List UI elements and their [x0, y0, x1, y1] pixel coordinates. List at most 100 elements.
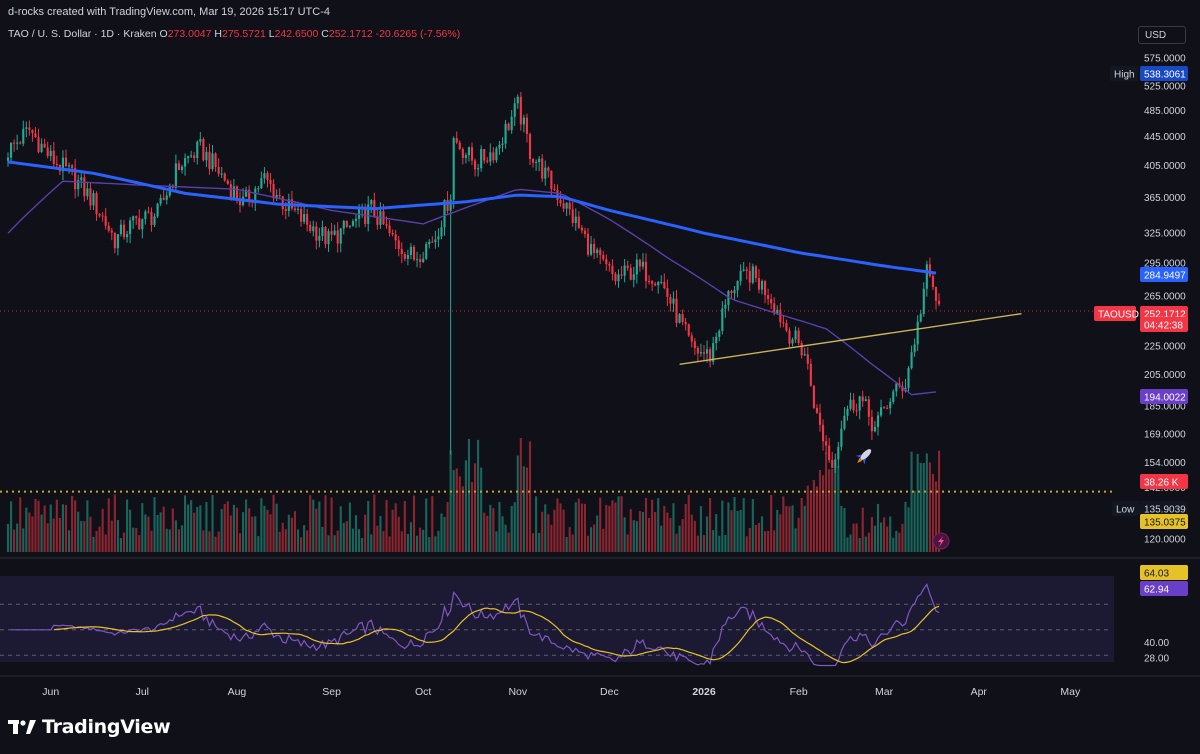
volume-bar [495, 531, 498, 552]
symbol-title[interactable]: TAO / U. S. Dollar · 1D · Kraken [8, 28, 157, 40]
candle-body [95, 193, 98, 214]
price-tick-label: 575.0000 [1144, 54, 1186, 65]
volume-bar [165, 528, 168, 552]
volume-bar [849, 534, 852, 552]
volume-bar [174, 520, 177, 552]
candle-body [190, 155, 193, 157]
volume-bar [397, 516, 400, 552]
candle-body [110, 230, 113, 233]
volume-bar [828, 469, 831, 552]
volume-bar [886, 526, 889, 552]
ma-slow-line[interactable] [7, 160, 937, 275]
volume-bar [739, 509, 742, 552]
time-tick-label: Sep [322, 686, 341, 698]
candle-body [589, 243, 593, 255]
volume-bar [425, 498, 428, 552]
volume-bar [919, 462, 922, 552]
volume-bar [608, 505, 611, 552]
volume-bar [647, 517, 651, 552]
candle-body [296, 208, 300, 211]
volume-bar [257, 536, 260, 552]
volume-bar [251, 516, 254, 552]
volume-bar [229, 515, 232, 552]
candle-body [922, 288, 925, 314]
rsi-panel[interactable] [0, 583, 1112, 667]
volume-bar [232, 504, 235, 552]
candle-body [855, 410, 858, 412]
time-axis[interactable]: Jun Jul Aug Sep Oct Nov Dec 2026 Feb Mar Apr May [42, 686, 1081, 698]
volume-bar [531, 533, 535, 552]
volume-bar [327, 535, 330, 552]
candle-body [629, 268, 632, 280]
candle-body [702, 352, 706, 354]
time-tick-label: Mar [875, 686, 894, 698]
volume-bar [928, 462, 931, 552]
volume-bar [16, 523, 19, 552]
volume-bar [483, 512, 486, 552]
candle-body [263, 173, 266, 179]
candle-body [254, 188, 257, 202]
candle-body [422, 258, 425, 263]
lightning-icon[interactable] [932, 532, 950, 550]
volume-bar [681, 519, 684, 552]
trendline[interactable] [679, 312, 1022, 365]
price-tick-label: 205.0000 [1144, 370, 1186, 381]
price-tick-label: 405.0000 [1144, 161, 1186, 172]
volume-bar [86, 500, 89, 552]
candle-body [406, 255, 409, 259]
candle-body [284, 209, 287, 211]
volume-bar [818, 470, 822, 552]
volume-bar [547, 514, 550, 552]
volume-bar [6, 523, 10, 552]
candle-body [327, 231, 330, 245]
volume-bar [312, 499, 315, 552]
candle-body [763, 281, 767, 296]
candle-body [55, 164, 58, 166]
candle-body [397, 240, 400, 250]
volume-bar [693, 520, 696, 552]
volume-bar [254, 516, 257, 552]
low-value-tag: 135.9039 [1140, 501, 1188, 516]
price-tick-label: 225.0000 [1144, 342, 1186, 353]
price-tick-label: 325.0000 [1144, 229, 1186, 240]
rocket-icon[interactable] [853, 445, 875, 467]
candle-body [122, 224, 126, 238]
volume-bar [586, 535, 590, 552]
svg-text:252.1712: 252.1712 [1144, 310, 1186, 321]
volume-bar [464, 460, 467, 552]
volume-bar [354, 515, 358, 552]
candle-body [440, 227, 443, 237]
volume-bar [809, 492, 812, 552]
svg-text:Low: Low [1116, 505, 1135, 516]
volume-bar [559, 503, 562, 552]
candle-body [565, 202, 568, 209]
candle-body [599, 249, 602, 256]
candle-body [596, 249, 599, 253]
candle-body [214, 153, 217, 168]
volume-bar [605, 504, 608, 552]
candle-body [837, 446, 840, 460]
volume-bar [132, 527, 135, 552]
candle-body [345, 221, 348, 227]
candle-body [916, 321, 919, 345]
candle-body [886, 407, 889, 409]
volume-bar [101, 508, 104, 552]
candle-body [834, 459, 837, 468]
volume-bar [879, 522, 883, 552]
tradingview-logo[interactable]: TradingView [8, 716, 171, 738]
volume-bar [617, 496, 620, 552]
candle-body [928, 264, 931, 276]
volume-bar [672, 503, 675, 552]
candle-body [248, 189, 251, 202]
candle-body [46, 147, 49, 157]
high-label: H [214, 28, 222, 40]
candle-body [211, 153, 214, 170]
volume-bar [507, 532, 510, 552]
ma-fast-line[interactable] [7, 180, 937, 396]
volume-bar [544, 504, 547, 552]
price-tick-label: 265.0000 [1144, 291, 1186, 302]
candle-body [80, 177, 83, 181]
currency-button[interactable]: USD [1138, 26, 1186, 44]
candle-body [452, 138, 455, 200]
